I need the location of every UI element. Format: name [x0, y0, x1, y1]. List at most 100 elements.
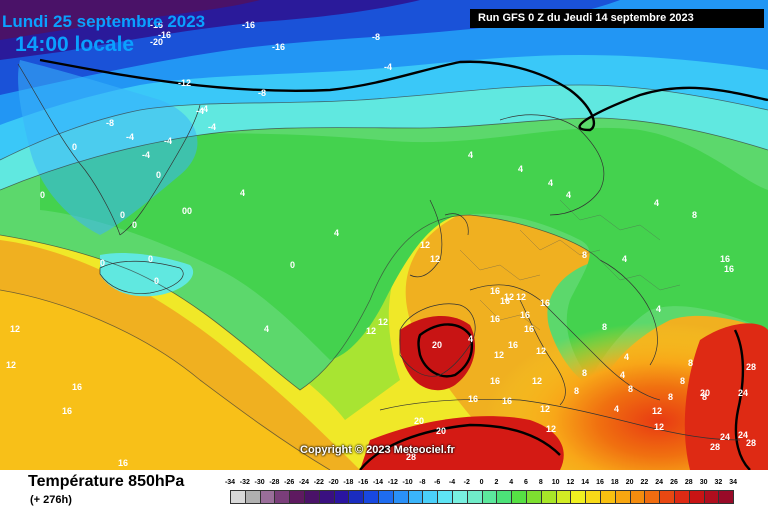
isotherm-value-label: 0 [132, 220, 137, 230]
legend-tick-label: 34 [729, 479, 738, 486]
isotherm-value-label: 0 [148, 254, 153, 264]
legend-tick-label: -34 [224, 479, 236, 486]
legend-color-swatch [452, 490, 468, 504]
legend-color-swatch [289, 490, 305, 504]
isotherm-value-label: 12 [6, 360, 16, 370]
legend-color-swatch [570, 490, 587, 504]
legend-tick-label: -4 [448, 479, 456, 486]
isotherm-value-label: -4 [384, 62, 392, 72]
isotherm-value-label: 16 [540, 298, 550, 308]
legend-color-swatch [674, 490, 690, 504]
isotherm-value-label: 20 [700, 388, 710, 398]
legend-color-swatch [481, 490, 498, 504]
isotherm-value-label: 12 [430, 254, 440, 264]
legend-tick-label: 16 [596, 479, 604, 486]
greenland-cold [18, 60, 198, 235]
legend-tick-label: -26 [284, 479, 295, 486]
legend-color-swatch [659, 490, 675, 504]
isotherm-value-label: -4 [200, 104, 208, 114]
isotherm-value-label: 8 [688, 358, 693, 368]
legend-color-swatch [422, 490, 439, 504]
legend-color-swatch [644, 490, 661, 504]
map-title: Température 850hPa [28, 473, 185, 490]
legend-tick-label: 6 [524, 479, 528, 486]
isotherm-value-label: 28 [746, 362, 756, 372]
isotherm-value-label: 4 [468, 334, 473, 344]
legend-tick-label: 14 [581, 479, 590, 486]
temperature-legend: -34 -32 -30 -28 -26 -24 -22 -20 -18 -16 -14 -12 -10-… [222, 476, 742, 510]
legend-tick-label: -30 [254, 479, 265, 486]
legend-tick-label: -12 [387, 479, 398, 486]
legend-tick-label: -14 [372, 479, 384, 486]
legend-tick-label: 18 [610, 479, 619, 486]
isotherm-value-label: -4 [142, 150, 150, 160]
isotherm-value-label: 8 [574, 386, 579, 396]
isotherm-value-label: -4 [164, 136, 172, 146]
isotherm-value-label: -4 [208, 122, 216, 132]
isotherm-value-label: 16 [724, 264, 734, 274]
isotherm-value-label: 8 [582, 250, 587, 260]
isotherm-value-label: 4 [622, 254, 627, 264]
legend-color-swatch [526, 490, 542, 504]
forecast-lead-time: (+ 276h) [30, 494, 72, 506]
isotherm-value-label: 0 [156, 170, 161, 180]
isotherm-value-label: 4 [468, 150, 473, 160]
isotherm-value-label: 16 [490, 376, 500, 386]
legend-color-swatch [600, 490, 616, 504]
legend-tick-label: 8 [538, 479, 543, 486]
isotherm-value-label: 28 [710, 442, 720, 452]
isotherm-value-label: 16 [62, 406, 72, 416]
hot-core-iberia [399, 315, 475, 391]
isotherm-value-label: 8 [692, 210, 697, 220]
isotherm-value-label: 20 [414, 416, 424, 426]
legend-tick-label: -24 [298, 479, 310, 486]
isotherm-value-label: 0 [40, 190, 45, 200]
legend-tick-label: -18 [343, 479, 354, 486]
temperature-map: -16 -16 -20 -16 -8 -16 -4 -12 -8 -4 -8 -4 -4 0 -4 -4 -4 0… [0, 0, 768, 470]
legend-tick-label: 20 [625, 479, 634, 486]
legend-tick-label: -22 [313, 479, 324, 486]
legend-tick-label: 24 [655, 479, 664, 486]
isotherm-value-label: 8 [680, 376, 685, 386]
isotherm-value-label: -4 [126, 132, 134, 142]
isotherm-value-label: 16 [72, 382, 82, 392]
legend-color-swatch [555, 490, 572, 504]
legend-color-swatch [407, 490, 424, 504]
legend-tick-label: 2 [494, 479, 499, 486]
legend-color-swatch [230, 490, 246, 504]
legend-color-swatch [304, 490, 320, 504]
isotherm-value-label: -16 [272, 42, 285, 52]
isotherm-value-label: -4 [196, 106, 204, 116]
isotherm-value-label: 20 [436, 426, 446, 436]
isotherm-value-label: -12 [178, 78, 191, 88]
isotherm-value-label: 12 [504, 292, 514, 302]
legend-tick-label: 12 [566, 479, 575, 486]
isotherm-value-label: -8 [106, 118, 114, 128]
legend-tick-label: 30 [699, 479, 708, 486]
isotherm-value-label: 4 [654, 198, 659, 208]
isotherm-value-label: 4 [656, 304, 661, 314]
legend-color-swatch [392, 490, 409, 504]
isotherm-value-label: 4 [240, 188, 245, 198]
warm-zone-southwest [0, 290, 330, 470]
legend-color-swatch [511, 490, 527, 504]
legend-color-swatch [318, 490, 335, 504]
isotherm-value-label: 8 [602, 322, 607, 332]
isotherm-value-label: 4 [614, 404, 619, 414]
forecast-time: 14:00 locale [15, 33, 135, 56]
isotherm-value-label: -16 [150, 20, 163, 30]
isotherm-value-label: 16 [468, 394, 478, 404]
isotherm-value-label: -8 [372, 32, 380, 42]
isotherm-value-label: 24 [738, 430, 748, 440]
isotherm-value-label: 20 [432, 340, 442, 350]
borders [459, 199, 681, 331]
forecast-date: Lundi 25 septembre 2023 [2, 12, 206, 31]
legend-color-swatch [496, 490, 513, 504]
legend-color-swatch [614, 490, 631, 504]
legend-tick-label: -32 [239, 479, 250, 486]
purple-dark [0, 0, 260, 40]
isotherm-value-label: 12 [654, 422, 664, 432]
isotherm-value-label: 16 [490, 286, 500, 296]
legend-tick-label: -28 [269, 479, 280, 486]
